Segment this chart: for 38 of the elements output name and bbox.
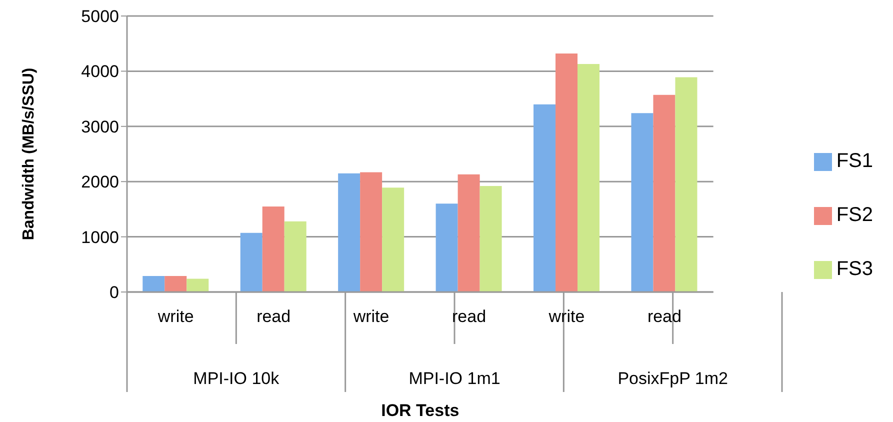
x-axis-title: IOR Tests: [381, 401, 460, 420]
legend-label: FS1: [836, 150, 873, 172]
bar: [164, 276, 187, 292]
bar: [534, 104, 556, 292]
bar: [338, 173, 360, 292]
bar: [675, 77, 698, 292]
bar: [436, 204, 458, 292]
bar: [556, 54, 578, 292]
x-tick-label: write: [352, 307, 390, 326]
text: MPI-IO 1m1: [408, 369, 500, 388]
y-tick-label: 2000: [81, 172, 119, 192]
y-tick-label: 4000: [81, 62, 119, 82]
bar: [578, 64, 600, 292]
bar: [458, 174, 480, 292]
legend-label: FS2: [836, 204, 873, 226]
y-tick-label: 0: [110, 283, 119, 302]
x-tick-label: read: [647, 307, 682, 326]
bar: [262, 206, 284, 292]
y-tick-label: 1000: [81, 228, 119, 247]
y-axis-title: Bandwidth (MB/s/SSU): [20, 68, 38, 240]
bar: [382, 188, 404, 292]
bar: [284, 221, 306, 292]
bar: [653, 94, 676, 292]
x-tick-label: read: [452, 307, 486, 326]
x-tick-label: write: [156, 307, 194, 326]
y-tick-label: 5000: [81, 7, 119, 26]
y-tick-label: 3000: [81, 117, 119, 136]
bar: [480, 186, 502, 292]
bar: [631, 113, 654, 292]
text: PosixFpP 1m2: [618, 369, 728, 388]
bar: [360, 172, 382, 292]
bar: [240, 232, 262, 292]
text: MPI-IO 10k: [193, 369, 280, 388]
bar: [142, 276, 165, 292]
bar: [186, 278, 209, 292]
legend-label: FS3: [836, 258, 873, 280]
x-tick-label: write: [548, 307, 585, 326]
x-tick-label: read: [256, 307, 291, 326]
